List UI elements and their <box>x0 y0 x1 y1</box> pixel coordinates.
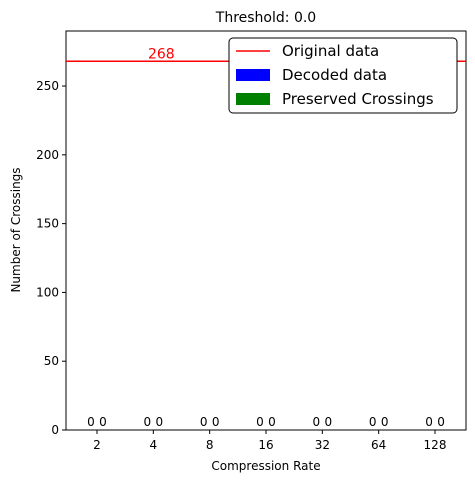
x-tick-label: 32 <box>315 438 330 452</box>
x-tick-label: 8 <box>206 438 214 452</box>
bar-value-label: 0 <box>99 415 107 429</box>
y-tick-label: 0 <box>51 423 59 437</box>
legend-label: Original data <box>282 42 379 60</box>
chart-title: Threshold: 0.0 <box>215 10 316 26</box>
y-tick-label: 100 <box>36 285 59 299</box>
bar-value-label: 0 <box>381 415 389 429</box>
bar-value-label: 0 <box>313 415 321 429</box>
bar-value-label: 0 <box>256 415 264 429</box>
x-tick-label: 4 <box>150 438 158 452</box>
y-tick-label: 50 <box>44 354 59 368</box>
bar-value-label: 0 <box>437 415 445 429</box>
x-axis-label: Compression Rate <box>211 459 320 473</box>
y-axis-ticks: 0 50 100 150 200 250 <box>36 79 66 437</box>
y-axis-label: Number of Crossings <box>9 167 23 292</box>
x-tick-label: 128 <box>424 438 447 452</box>
y-tick-label: 150 <box>36 217 59 231</box>
bar-value-label: 0 <box>200 415 208 429</box>
legend-box <box>228 37 458 114</box>
y-tick-label: 200 <box>36 148 59 162</box>
bar-value-label: 0 <box>156 415 164 429</box>
x-tick-label: 16 <box>258 438 273 452</box>
legend: Original data Decoded data Preserved Cross… <box>228 37 458 114</box>
legend-patch-swatch <box>236 69 270 81</box>
legend-label: Preserved Crossings <box>282 90 434 108</box>
bar-value-label: 0 <box>144 415 152 429</box>
legend-label: Decoded data <box>282 66 387 84</box>
bar-value-label: 0 <box>369 415 377 429</box>
bar-value-label: 0 <box>325 415 333 429</box>
x-axis-ticks: 2 4 8 16 32 64 128 <box>93 430 446 452</box>
x-tick-label: 2 <box>93 438 101 452</box>
bar-value-label: 0 <box>87 415 95 429</box>
legend-patch-swatch <box>236 93 270 105</box>
bar-value-label: 0 <box>212 415 220 429</box>
x-tick-label: 64 <box>371 438 386 452</box>
bar-value-label: 0 <box>268 415 276 429</box>
original-data-value-label: 268 <box>148 46 175 62</box>
bar-value-label: 0 <box>425 415 433 429</box>
y-tick-label: 250 <box>36 79 59 93</box>
